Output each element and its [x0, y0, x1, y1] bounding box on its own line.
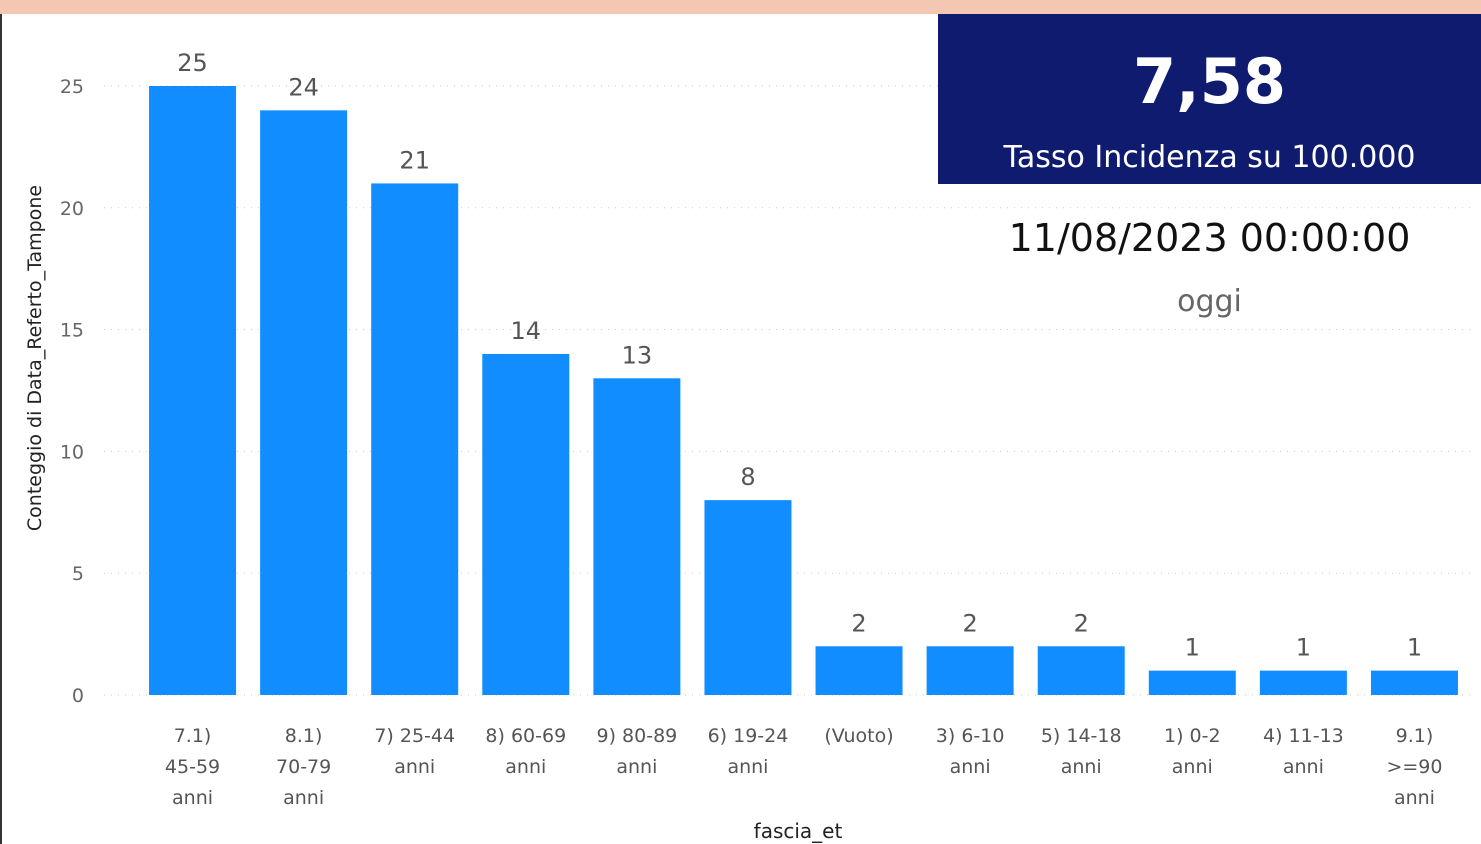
x-tick-label: 6) 19-24 anni: [708, 725, 789, 778]
bar-value-label: 13: [622, 341, 653, 369]
bar[interactable]: [260, 110, 348, 696]
x-axis-ticks: 7.1) 45-59 anni 8.1) 70-79 anni 7) 25-44 anni 8)…: [165, 725, 1443, 809]
top-accent-bar: [0, 0, 1481, 14]
bar-value-label: 2: [962, 609, 977, 637]
bar[interactable]: [704, 500, 792, 695]
bar-value-label: 2: [1074, 609, 1089, 637]
x-tick-label: 5) 14-18 anni: [1041, 725, 1122, 778]
bar[interactable]: [926, 646, 1014, 695]
y-axis-title: Conteggio di Data_Referto_Tampone: [24, 185, 46, 531]
date-value: 11/08/2023 00:00:00: [1008, 216, 1411, 260]
bar[interactable]: [1037, 646, 1125, 695]
y-tick-label: 5: [72, 563, 84, 585]
y-tick-label: 20: [60, 198, 84, 220]
bar[interactable]: [149, 86, 237, 695]
kpi-value: 7,58: [1133, 45, 1286, 118]
bar-value-label: 1: [1185, 634, 1200, 662]
x-tick-label: 9) 80-89 anni: [597, 725, 678, 778]
y-tick-label: 15: [60, 320, 84, 342]
bar-value-label: 21: [399, 146, 430, 174]
x-tick-label: 7.1) 45-59 anni: [165, 725, 220, 809]
bar[interactable]: [1370, 670, 1458, 695]
bar-value-label: 14: [511, 317, 542, 345]
y-tick-label: 10: [60, 441, 84, 463]
bars[interactable]: [149, 86, 1458, 696]
bar-value-label: 25: [177, 49, 208, 77]
kpi-label: Tasso Incidenza su 100.000: [1003, 140, 1416, 175]
bar[interactable]: [593, 378, 681, 695]
bar-value-label: 1: [1296, 634, 1311, 662]
bar-value-label: 1: [1407, 634, 1422, 662]
bar[interactable]: [482, 353, 570, 695]
x-tick-label: 9.1) >=90 anni: [1386, 725, 1442, 809]
x-tick-label: 7) 25-44 anni: [374, 725, 455, 778]
x-tick-label: (Vuoto): [824, 725, 893, 747]
bar[interactable]: [1259, 670, 1347, 695]
x-tick-label: 1) 0-2 anni: [1164, 725, 1221, 778]
bar-value-label: 2: [851, 609, 866, 637]
y-tick-label: 25: [60, 76, 84, 98]
x-tick-label: 8.1) 70-79 anni: [276, 725, 331, 809]
x-tick-label: 8) 60-69 anni: [485, 725, 566, 778]
x-tick-label: 3) 6-10 anni: [936, 725, 1005, 778]
bar[interactable]: [371, 183, 459, 695]
bar-value-label: 8: [740, 463, 755, 491]
x-axis-title: fascia_et: [754, 819, 843, 843]
bar[interactable]: [815, 646, 903, 695]
left-border: [0, 14, 2, 844]
bar-value-label: 24: [288, 73, 319, 101]
bar[interactable]: [1148, 670, 1236, 695]
date-label: oggi: [1177, 284, 1242, 319]
x-tick-label: 4) 11-13 anni: [1263, 725, 1344, 778]
y-tick-label: 0: [72, 685, 84, 707]
y-axis-ticks: 0 5 10 15 20 25: [60, 76, 84, 707]
kpi-card: 7,58 Tasso Incidenza su 100.000: [938, 14, 1481, 184]
